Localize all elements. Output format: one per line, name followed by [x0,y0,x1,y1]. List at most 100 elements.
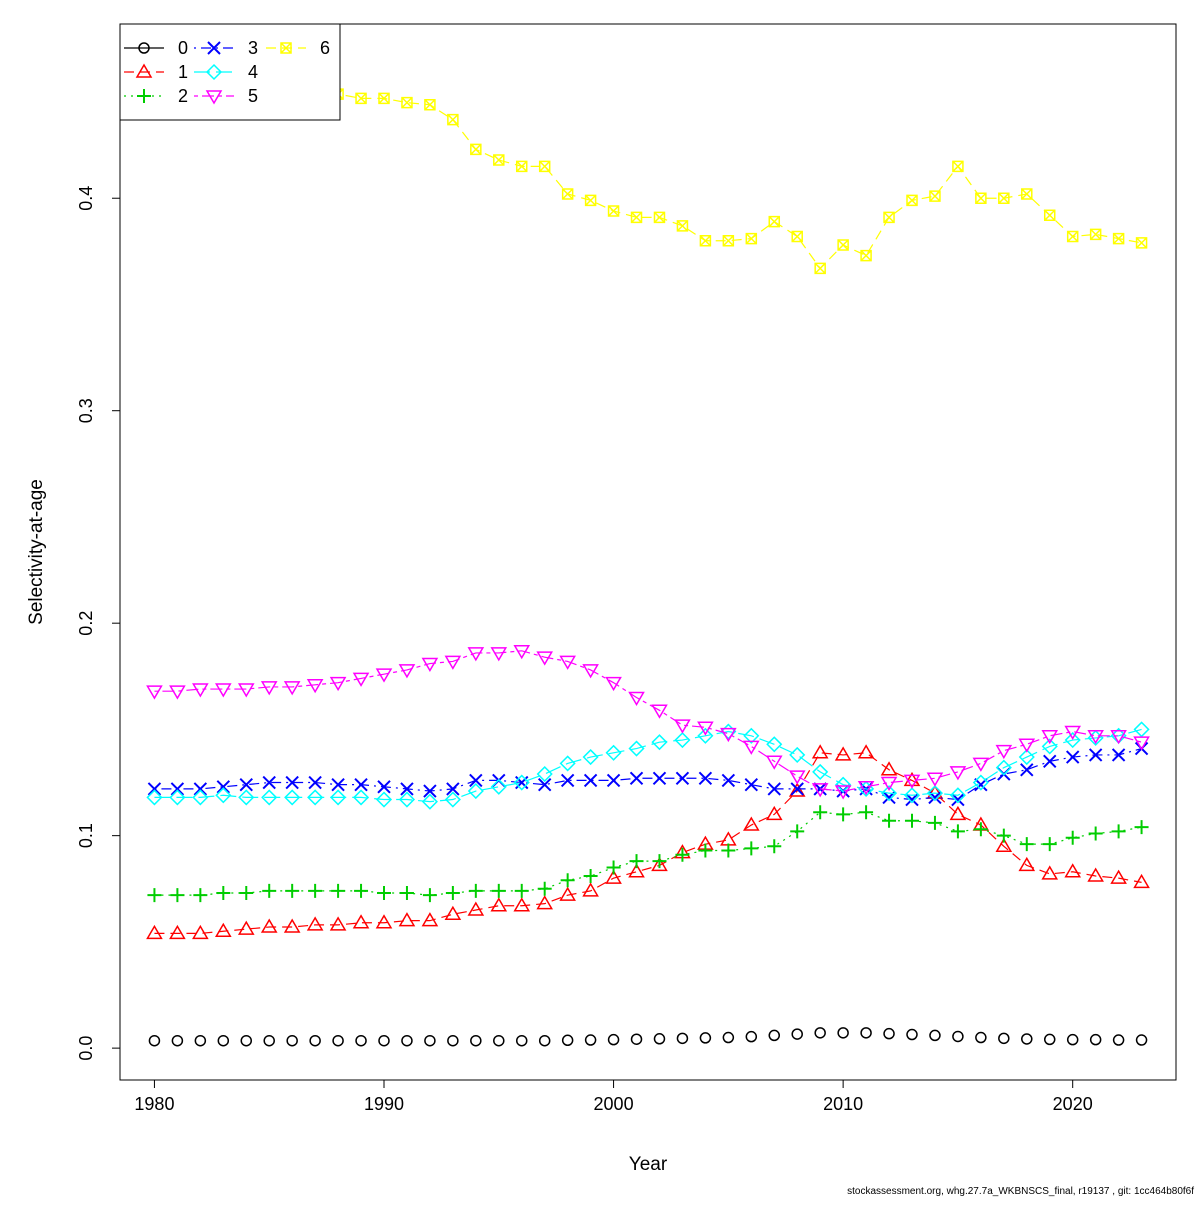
data-point [926,772,944,787]
legend-label: 0 [178,38,188,58]
data-point [515,160,528,173]
data-point [400,782,414,796]
data-point [284,789,301,806]
data-point [1065,830,1080,845]
data-point [790,824,805,839]
data-point [789,746,806,763]
data-point [146,924,163,940]
data-point [1020,763,1034,777]
legend-item-5: 5 [194,86,258,106]
data-point [1089,1033,1102,1046]
data-point [444,791,461,808]
data-point [606,773,621,788]
x-tick-label: 2020 [1053,1094,1093,1114]
data-point [835,776,852,793]
data-point [1018,738,1036,753]
data-point [880,776,898,792]
data-point [814,1027,826,1039]
series-4 [146,721,1150,810]
data-point [1043,209,1056,221]
data-point [676,1032,689,1045]
data-point [583,773,598,788]
data-point [216,886,231,901]
y-axis-label: Selectivity-at-age [26,479,47,625]
data-point [260,918,278,933]
data-point [767,839,782,854]
data-point [929,190,941,202]
data-point [283,918,301,933]
data-point [424,98,436,111]
data-point [561,188,574,200]
data-point [975,192,987,204]
data-point [352,914,370,929]
data-point [192,924,209,940]
data-point [470,1034,482,1047]
data-point [193,888,208,903]
legend-label: 6 [320,38,330,58]
data-point [605,869,622,884]
data-point [995,759,1012,776]
data-point [559,886,576,901]
data-point [490,897,508,912]
data-point [1087,867,1104,882]
data-point [860,1027,872,1039]
data-point [422,888,437,903]
data-point [352,672,370,687]
data-point [260,681,278,696]
data-point [538,160,551,173]
data-point [698,843,713,858]
data-point [674,719,691,734]
data-point [1088,826,1103,841]
data-point [238,789,255,806]
data-point [401,1034,413,1047]
data-point [537,777,552,792]
data-point [513,897,531,912]
data-point [720,727,737,743]
data-point [444,905,462,921]
legend-item-0: 0 [124,38,188,58]
data-point [467,901,485,916]
data-point [652,854,667,869]
x-tick-label: 1990 [364,1094,404,1114]
data-point [536,895,554,910]
data-point [1135,237,1148,249]
data-point [699,1032,712,1044]
data-point [447,1034,459,1047]
data-point [468,883,483,898]
data-point [998,1032,1010,1045]
data-point [812,763,829,780]
data-point [1133,736,1150,751]
data-point [214,683,232,698]
data-point [307,789,324,806]
data-point [1088,748,1103,762]
data-point [148,1034,161,1047]
data-point [628,740,645,757]
data-point [1066,230,1079,243]
legend-label: 5 [248,86,258,106]
data-point [1110,730,1127,745]
data-point [306,916,324,931]
data-point [905,792,919,807]
data-point [837,1027,849,1039]
data-point [421,912,439,927]
series-line-5 [154,650,1142,792]
data-point [720,831,737,846]
data-point [927,815,942,830]
data-point [421,657,439,673]
series-line-3 [154,747,1142,801]
data-point [975,1031,987,1044]
data-point [903,787,921,804]
data-point [170,888,185,903]
data-point [790,782,804,796]
data-point [169,685,186,700]
data-point [791,230,803,243]
data-point [355,1034,367,1047]
data-point [903,774,921,789]
data-point [354,883,369,898]
data-point [375,668,393,683]
data-point [1112,1034,1125,1046]
data-point [217,1034,230,1047]
data-point [745,232,758,245]
data-point [583,869,598,884]
